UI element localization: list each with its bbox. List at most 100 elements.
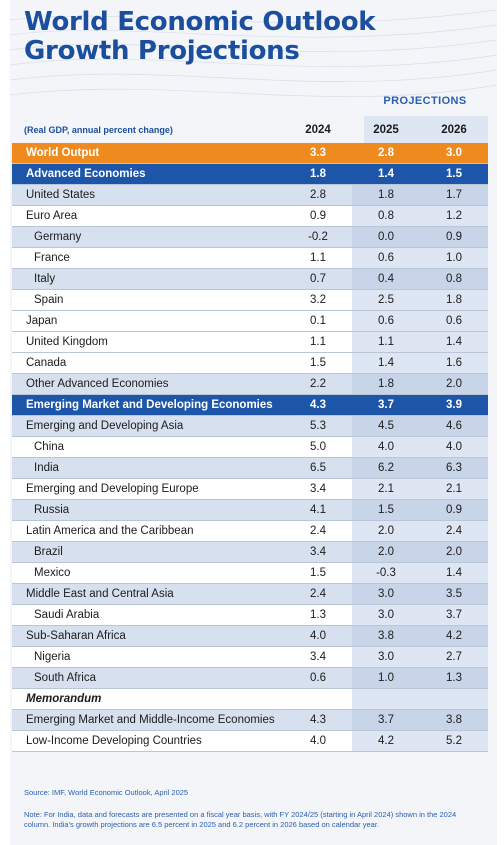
- value-cell-2024: 2.4: [284, 583, 352, 605]
- value-cell-2024: 2.2: [284, 373, 352, 395]
- value-cell-2024: 4.3: [284, 709, 352, 731]
- value-cell-2025: 1.5: [352, 499, 420, 521]
- row-label: Mexico: [34, 567, 71, 579]
- row-label: Brazil: [34, 546, 63, 558]
- value-cell-2026: 1.6: [420, 352, 488, 374]
- row-label: Middle East and Central Asia: [26, 588, 174, 600]
- value-cell-2026: 5.2: [420, 730, 488, 752]
- value-cell-2025: 1.4: [378, 168, 394, 180]
- value-cell-2024: 4.0: [284, 625, 352, 647]
- unit-label: (Real GDP, annual percent change): [24, 124, 173, 135]
- value-cell-2024: 4.3: [310, 399, 326, 411]
- row-label: Sub-Saharan Africa: [26, 630, 126, 642]
- value-cell-2026: 1.2: [420, 205, 488, 227]
- value-cell-2026: 1.8: [420, 289, 488, 311]
- year-header-2025: 2025: [373, 123, 399, 136]
- value-cell-2024: 3.4: [310, 483, 326, 495]
- table-row: Saudi Arabia 1.3 3.0 3.7: [12, 604, 488, 626]
- value-cell-2026: 1.4: [420, 331, 488, 353]
- value-cell-2025: 0.4: [352, 268, 420, 290]
- row-label: Advanced Economies: [26, 168, 146, 180]
- value-cell-2025: [352, 688, 420, 710]
- value-cell-2024: 0.1: [310, 315, 326, 327]
- value-cell-2026: 0.9: [420, 499, 488, 521]
- row-label: Euro Area: [26, 210, 78, 222]
- value-cell-2024: 1.5: [310, 357, 326, 369]
- growth-table-container: (Real GDP, annual percent change) 2024 2…: [12, 116, 488, 752]
- table-row: Memorandum: [12, 688, 488, 710]
- value-cell-2025: 3.0: [352, 604, 420, 626]
- row-label: Italy: [34, 273, 56, 285]
- value-cell-2024: 1.3: [310, 609, 326, 621]
- value-cell-2025: 0.0: [352, 226, 420, 248]
- table-row: Emerging and Developing Asia 5.3 4.5 4.6: [12, 415, 488, 437]
- table-row: Advanced Economies 1.8 1.4 1.5: [12, 163, 488, 185]
- table-row: Nigeria 3.4 3.0 2.7: [12, 646, 488, 668]
- value-cell-2026: 2.0: [420, 541, 488, 563]
- value-cell-2026: [420, 688, 488, 710]
- row-label: Emerging Market and Developing Economies: [26, 399, 273, 411]
- value-cell-2024: -0.2: [284, 226, 352, 248]
- value-cell-2025: 3.7: [378, 399, 394, 411]
- table-row: Latin America and the Caribbean 2.4 2.0 2.4: [12, 520, 488, 542]
- value-cell-2026: 1.7: [420, 184, 488, 206]
- value-cell-2025: 3.8: [352, 625, 420, 647]
- title-line-2: Growth Projections: [24, 36, 300, 66]
- table-row: Sub-Saharan Africa 4.0 3.8 4.2: [12, 625, 488, 647]
- value-cell-2025: 1.0: [352, 667, 420, 689]
- row-label: Germany: [34, 231, 82, 243]
- value-cell-2024: 2.8: [284, 184, 352, 206]
- value-cell-2025: -0.3: [352, 562, 420, 584]
- value-cell-2026: 4.0: [420, 436, 488, 458]
- table-row: Brazil 3.4 2.0 2.0: [12, 541, 488, 563]
- value-cell-2024: 0.9: [310, 210, 326, 222]
- row-label: France: [34, 252, 70, 264]
- value-cell-2024: 3.4: [310, 651, 326, 663]
- table-row: France 1.1 0.6 1.0: [12, 247, 488, 269]
- value-cell-2025: 1.1: [352, 331, 420, 353]
- value-cell-2025: 3.7: [352, 709, 420, 731]
- value-cell-2026: 3.9: [446, 399, 462, 411]
- table-row: Emerging and Developing Europe 3.4 2.1 2.1: [12, 478, 488, 500]
- row-label: Spain: [34, 294, 64, 306]
- page-title: World Economic Outlook Growth Projection…: [24, 7, 376, 66]
- value-cell-2025: 4.2: [352, 730, 420, 752]
- row-label: Emerging and Developing Asia: [26, 420, 184, 432]
- value-cell-2025: 0.6: [352, 310, 420, 332]
- row-label: Nigeria: [34, 651, 71, 663]
- value-cell-2025: 4.5: [352, 415, 420, 437]
- row-label: United States: [26, 189, 96, 201]
- row-label: Latin America and the Caribbean: [26, 525, 194, 537]
- footnote: Note: For India, data and forecasts are …: [24, 810, 457, 829]
- value-cell-2024: 2.4: [310, 525, 326, 537]
- table-row: India 6.5 6.2 6.3: [12, 457, 488, 479]
- table-header-row: (Real GDP, annual percent change) 2024 2…: [12, 116, 488, 143]
- value-cell-2026: 0.8: [420, 268, 488, 290]
- table-row: United Kingdom 1.1 1.1 1.4: [12, 331, 488, 353]
- value-cell-2026: 0.6: [420, 310, 488, 332]
- table-row: Euro Area 0.9 0.8 1.2: [12, 205, 488, 227]
- value-cell-2026: 0.9: [420, 226, 488, 248]
- table-row: China 5.0 4.0 4.0: [12, 436, 488, 458]
- value-cell-2024: [284, 689, 352, 710]
- table-row: Germany -0.2 0.0 0.9: [12, 226, 488, 248]
- value-cell-2025: 2.8: [378, 147, 394, 159]
- value-cell-2024: 1.5: [310, 567, 326, 579]
- value-cell-2025: 1.4: [352, 352, 420, 374]
- value-cell-2024: 5.3: [284, 415, 352, 437]
- value-cell-2026: 2.1: [420, 478, 488, 500]
- row-label: South Africa: [34, 672, 97, 684]
- table-row: Spain 3.2 2.5 1.8: [12, 289, 488, 311]
- value-cell-2024: 5.0: [310, 441, 326, 453]
- table-row: United States 2.8 1.8 1.7: [12, 184, 488, 206]
- value-cell-2024: 0.6: [284, 667, 352, 689]
- value-cell-2026: 3.8: [420, 709, 488, 731]
- value-cell-2025: 3.0: [352, 583, 420, 605]
- table-row: Emerging Market and Middle-Income Econom…: [12, 709, 488, 731]
- title-line-1: World Economic Outlook: [24, 7, 376, 37]
- value-cell-2024: 1.1: [310, 252, 326, 264]
- row-label: Russia: [34, 504, 70, 516]
- row-label: United Kingdom: [26, 336, 108, 348]
- value-cell-2024: 1.8: [310, 168, 326, 180]
- row-label: Low-Income Developing Countries: [26, 735, 202, 747]
